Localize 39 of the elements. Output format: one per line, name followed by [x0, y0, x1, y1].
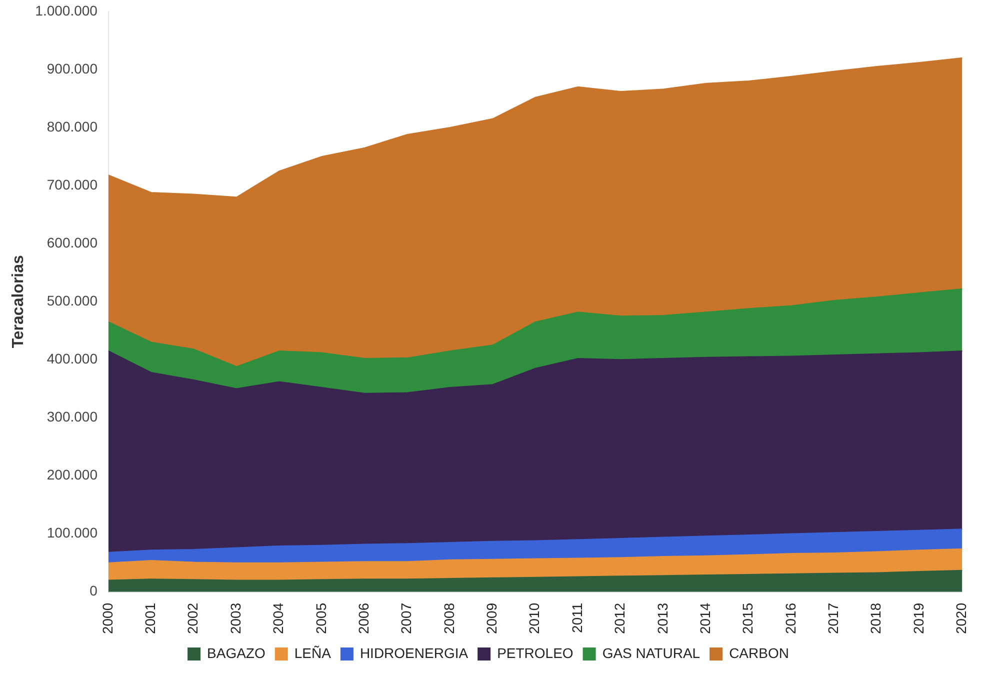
x-tick-label: 2012	[612, 602, 628, 634]
x-tick-label: 2003	[227, 602, 244, 634]
x-tick-label: 2016	[782, 602, 798, 634]
x-tick-label: 2007	[398, 602, 414, 634]
y-tick-label: 900.000	[46, 60, 98, 76]
y-tick-label: 500.000	[46, 292, 98, 308]
x-tick-label: 2009	[484, 602, 500, 634]
y-tick-label: 0	[90, 582, 98, 599]
x-tick-label: 2001	[142, 602, 158, 634]
x-tick-label: 2017	[825, 602, 841, 634]
legend-label: LEÑA	[294, 644, 332, 661]
x-tick-label: 2006	[355, 602, 372, 634]
y-tick-label: 400.000	[46, 350, 98, 367]
y-tick-label: 600.000	[46, 234, 98, 250]
y-tick-label: 300.000	[46, 408, 98, 425]
legend-label: PETROLEO	[497, 644, 574, 661]
x-tick-label: 2018	[868, 602, 884, 634]
x-tick-label: 2005	[312, 602, 329, 634]
x-tick-label: 2004	[270, 602, 286, 634]
y-tick-label: 200.000	[46, 466, 98, 483]
x-tick-label: 2011	[568, 602, 585, 633]
x-tick-label: 2000	[99, 602, 116, 634]
y-tick-label: 700.000	[46, 176, 98, 192]
y-tick-label: 800.000	[46, 118, 98, 134]
x-tick-label: 2002	[184, 602, 201, 634]
legend-label: HIDROENERGIA	[360, 644, 469, 661]
legend-label: GAS NATURAL	[602, 644, 700, 661]
x-tick-label: 2015	[740, 602, 756, 634]
legend-label: BAGAZO	[207, 644, 266, 661]
x-tick-label: 2020	[953, 602, 970, 634]
y-axis-title: Teracalorias	[10, 254, 28, 348]
x-tick-label: 2010	[526, 602, 542, 634]
x-tick-label: 2013	[654, 602, 670, 634]
legend-label: CARBON	[729, 644, 789, 661]
x-tick-label: 2014	[696, 602, 713, 634]
x-tick-label: 2008	[440, 602, 457, 634]
y-tick-label: 1.000.000	[35, 2, 98, 18]
y-tick-label: 100.000	[46, 524, 98, 541]
x-tick-label: 2019	[910, 602, 926, 634]
